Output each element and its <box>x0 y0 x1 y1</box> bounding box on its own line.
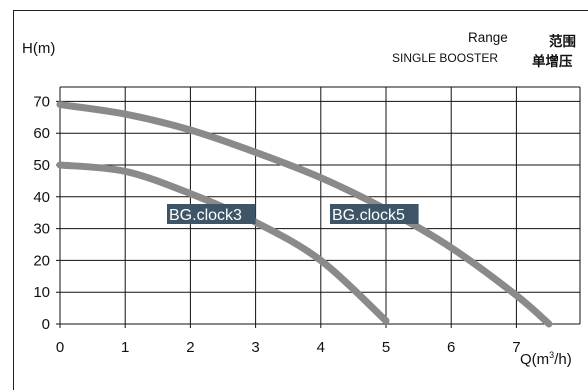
y-tick-label: 10 <box>33 284 50 301</box>
x-tick-label: 4 <box>317 339 325 356</box>
range-label-cn: 范围 <box>549 34 576 49</box>
series-line-bg-clock5 <box>56 101 553 328</box>
x-tick-label: 0 <box>56 339 64 356</box>
x-tick-label: 7 <box>512 339 520 356</box>
x-tick-label: 6 <box>447 339 455 356</box>
series-label: BG.clock5 <box>332 207 405 224</box>
x-axis-label: Q(m3/h) <box>520 350 572 368</box>
y-tick-label: 30 <box>33 221 50 238</box>
x-tick-label: 1 <box>121 339 129 356</box>
y-tick-label: 0 <box>42 316 50 333</box>
x-tick-label: 3 <box>251 339 259 356</box>
series-label-bg <box>330 204 419 224</box>
y-tick-label: 60 <box>33 125 50 142</box>
x-tick-label: 2 <box>186 339 194 356</box>
series-label-bg <box>167 204 256 224</box>
chart-frame <box>13 10 588 390</box>
series-label: BG.clock3 <box>169 207 242 224</box>
y-tick-label: 20 <box>33 252 50 269</box>
range-label: Range <box>468 30 508 45</box>
single-booster-label: SINGLE BOOSTER <box>392 51 499 65</box>
y-tick-label: 50 <box>33 157 50 174</box>
x-tick-label: 5 <box>382 339 390 356</box>
y-axis-label: H(m) <box>22 40 56 57</box>
single-booster-label-cn: 单增压 <box>532 54 573 69</box>
y-tick-label: 40 <box>33 189 50 206</box>
y-tick-label: 70 <box>33 93 50 110</box>
pump-curve-chart: 0 10 20 30 40 50 60 70 0 1 2 3 4 5 6 7 BG.clock3 BG.clock… <box>33 86 581 356</box>
